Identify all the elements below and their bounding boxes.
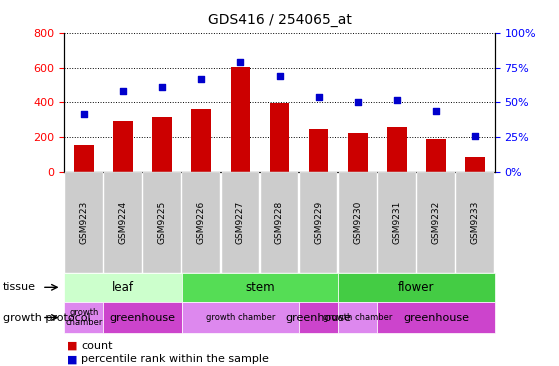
Text: growth
chamber: growth chamber xyxy=(65,308,102,327)
Text: GSM9230: GSM9230 xyxy=(353,201,362,244)
Point xyxy=(432,108,440,114)
Bar xyxy=(466,157,485,172)
Text: greenhouse: greenhouse xyxy=(403,313,469,322)
Text: GSM9233: GSM9233 xyxy=(471,201,480,244)
Text: growth protocol: growth protocol xyxy=(3,313,91,322)
Text: ■: ■ xyxy=(68,341,78,351)
Bar xyxy=(74,145,93,172)
Text: greenhouse: greenhouse xyxy=(110,313,176,322)
Point xyxy=(197,76,206,82)
Text: GSM9226: GSM9226 xyxy=(197,201,206,244)
Text: growth chamber: growth chamber xyxy=(206,313,275,322)
Text: GSM9227: GSM9227 xyxy=(236,201,245,244)
Point xyxy=(275,73,284,79)
Text: percentile rank within the sample: percentile rank within the sample xyxy=(81,354,269,365)
Text: GSM9223: GSM9223 xyxy=(79,201,88,244)
Text: GDS416 / 254065_at: GDS416 / 254065_at xyxy=(207,13,352,27)
Text: ■: ■ xyxy=(68,354,78,365)
Bar xyxy=(309,130,329,172)
Point xyxy=(79,111,88,116)
Text: greenhouse: greenhouse xyxy=(286,313,352,322)
Text: GSM9224: GSM9224 xyxy=(119,201,127,244)
Text: GSM9228: GSM9228 xyxy=(275,201,284,244)
Bar xyxy=(387,127,407,172)
Bar xyxy=(113,121,133,172)
Text: stem: stem xyxy=(245,281,274,294)
Point xyxy=(158,84,167,90)
Bar xyxy=(348,133,368,172)
Text: leaf: leaf xyxy=(112,281,134,294)
Bar xyxy=(427,139,446,172)
Bar xyxy=(231,67,250,172)
Text: growth chamber: growth chamber xyxy=(323,313,392,322)
Point xyxy=(392,97,401,102)
Bar xyxy=(192,109,211,172)
Text: flower: flower xyxy=(398,281,435,294)
Text: count: count xyxy=(81,341,112,351)
Point xyxy=(236,59,245,65)
Point xyxy=(119,89,127,94)
Text: GSM9229: GSM9229 xyxy=(314,201,323,244)
Point xyxy=(314,94,323,100)
Point xyxy=(353,100,362,105)
Bar xyxy=(270,103,290,172)
Text: GSM9232: GSM9232 xyxy=(432,201,440,244)
Bar xyxy=(152,117,172,172)
Point xyxy=(471,133,480,139)
Text: GSM9225: GSM9225 xyxy=(158,201,167,244)
Text: GSM9231: GSM9231 xyxy=(392,201,401,244)
Text: tissue: tissue xyxy=(3,282,36,292)
